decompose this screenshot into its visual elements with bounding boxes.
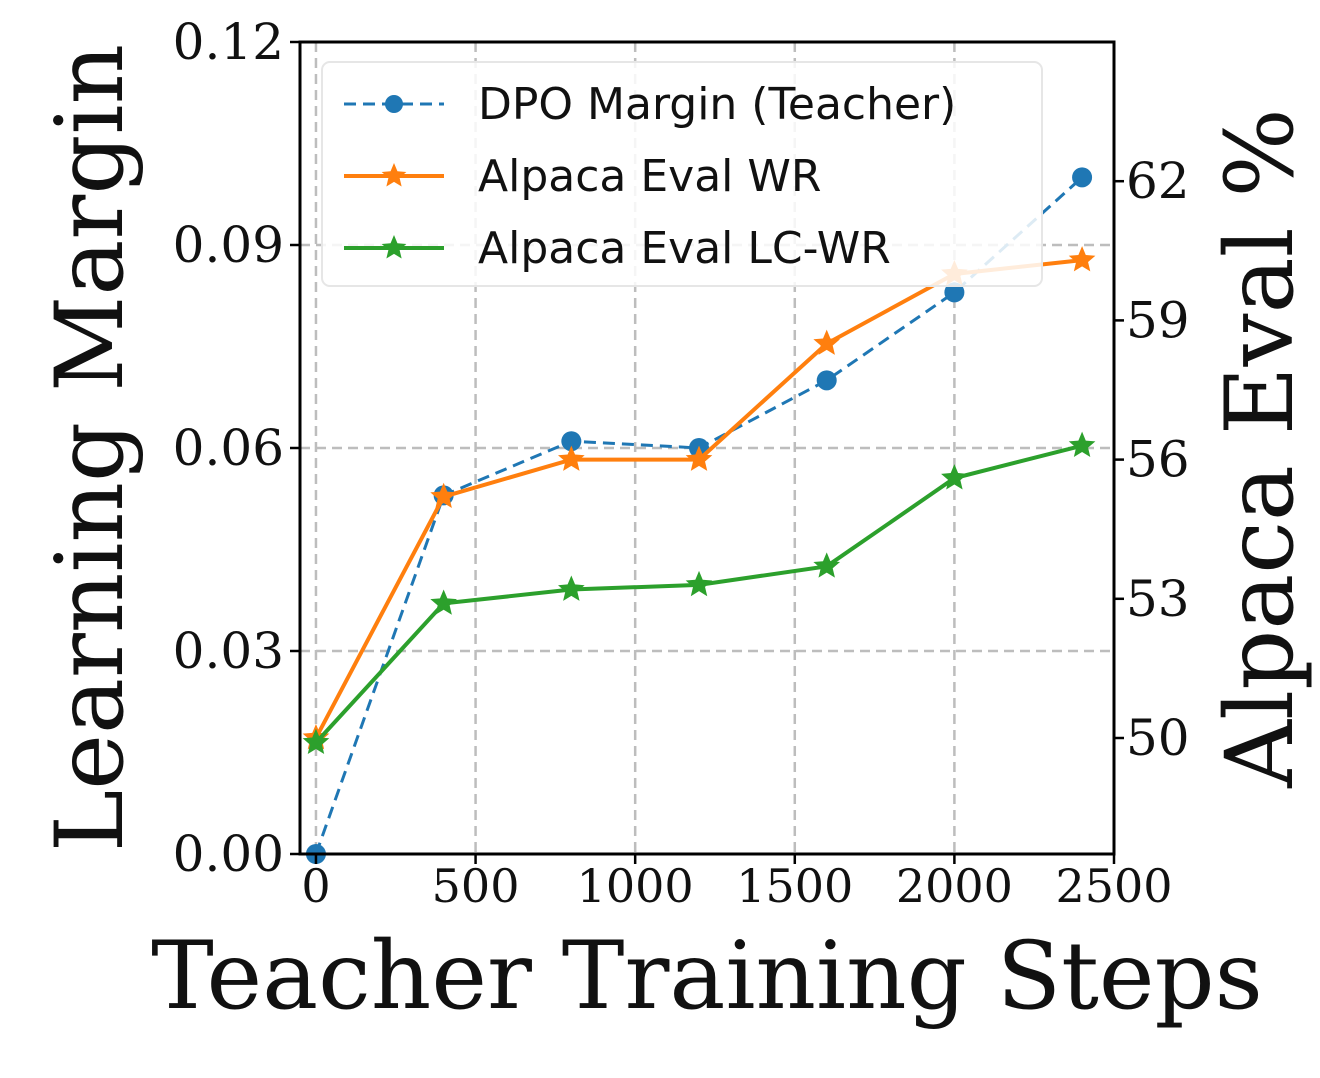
legend: DPO Margin (Teacher) Alpaca Eval WR Alpaca… bbox=[321, 61, 1043, 287]
series-1-point-4 bbox=[813, 329, 841, 355]
x-axis-label: Teacher Training Steps bbox=[151, 922, 1263, 1031]
x-tick-label-2: 1000 bbox=[577, 859, 694, 913]
series-2-point-3 bbox=[685, 570, 713, 597]
series-1-point-1 bbox=[430, 482, 457, 509]
y-right-tick-label-2: 56 bbox=[1126, 431, 1190, 489]
x-tick-label-5: 2500 bbox=[1055, 859, 1172, 913]
series-1-point-6 bbox=[1068, 246, 1096, 272]
y-axis-label-right: Alpaca Eval % bbox=[1206, 108, 1315, 789]
series-2-point-2 bbox=[558, 575, 585, 601]
series-2-point-4 bbox=[813, 552, 841, 578]
legend-label-0: DPO Margin (Teacher) bbox=[478, 79, 956, 130]
legend-marker-0 bbox=[385, 95, 403, 113]
y-left-tick-label-3: 0.09 bbox=[173, 216, 284, 274]
series-0-point-5 bbox=[944, 282, 965, 303]
series-2-point-1 bbox=[430, 589, 457, 615]
y-axis-label-left: Learning Margin bbox=[36, 44, 145, 852]
y-right-tick-label-1: 53 bbox=[1126, 570, 1190, 628]
legend-label-1: Alpaca Eval WR bbox=[478, 151, 821, 202]
series-0-point-6 bbox=[1072, 167, 1093, 188]
y-left-tick-label-4: 0.12 bbox=[173, 13, 284, 71]
axes: 0 500 1000 1500 2000 2500 0.00 0.03 0.06 0.09 0.12… bbox=[173, 13, 1190, 913]
series-0-point-4 bbox=[816, 370, 837, 391]
y-right-tick-label-0: 50 bbox=[1126, 709, 1190, 767]
y-left-tick-label-0: 0.00 bbox=[173, 825, 284, 883]
series-0-point-2 bbox=[561, 431, 582, 452]
y-left-tick-label-2: 0.06 bbox=[173, 419, 284, 477]
legend-marker-2 bbox=[381, 235, 407, 259]
legend-box bbox=[321, 61, 1043, 287]
y-right-tick-label-3: 59 bbox=[1126, 291, 1190, 349]
series-line-1 bbox=[314, 258, 1083, 739]
x-tick-label-3: 1500 bbox=[736, 859, 853, 913]
series-line-2 bbox=[314, 443, 1083, 744]
legend-label-2: Alpaca Eval LC-WR bbox=[478, 223, 891, 274]
legend-marker-1 bbox=[381, 163, 407, 187]
series-2-point-0 bbox=[302, 728, 330, 754]
y-left-tick-label-1: 0.03 bbox=[173, 622, 284, 680]
x-tick-label-4: 2000 bbox=[896, 859, 1013, 913]
series-1-point-2 bbox=[558, 445, 585, 471]
y-right-tick-label-4: 62 bbox=[1126, 152, 1190, 210]
series-2-point-5 bbox=[941, 464, 968, 490]
series-2-point-6 bbox=[1068, 431, 1096, 458]
series-1-point-3 bbox=[685, 445, 713, 471]
x-tick-label-1: 500 bbox=[432, 859, 520, 913]
x-tick-label-0: 0 bbox=[301, 859, 330, 913]
